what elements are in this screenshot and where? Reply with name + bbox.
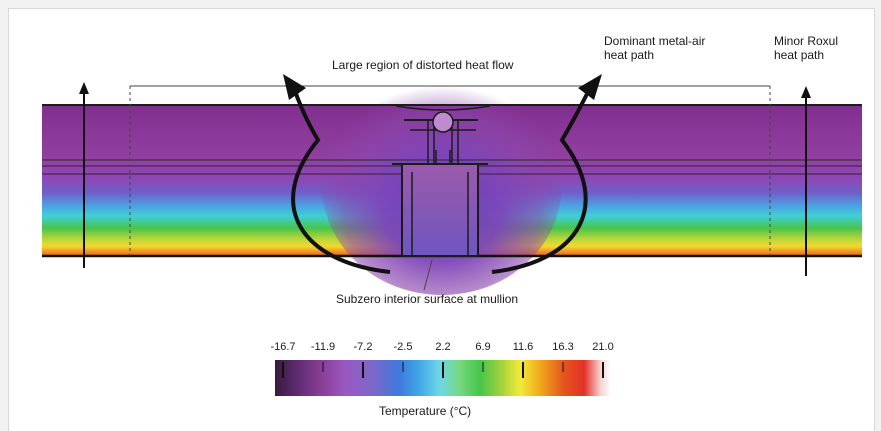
arrowhead-icon: [578, 74, 602, 100]
minor-path-label-2: heat path: [774, 48, 825, 62]
arrowhead-icon: [801, 86, 811, 98]
dominant-heat-arrow-left: [291, 87, 391, 274]
arrowhead-icon: [283, 74, 306, 100]
mullion-body: [401, 163, 479, 257]
cover-cap: [395, 105, 491, 111]
temperature-legend: [275, 360, 611, 396]
subzero-surface-label: Subzero interior surface at mullion: [336, 292, 519, 306]
legend-tick-marks: [282, 362, 604, 378]
legend-tick-label: -11.9: [310, 341, 336, 353]
mullion: [392, 105, 491, 257]
dominant-path-label-2: heat path: [604, 48, 655, 62]
legend-tick-label: 6.9: [475, 341, 491, 353]
distorted-region-label: Large region of distorted heat flow: [332, 58, 514, 72]
legend-tick-label: -7.2: [353, 341, 373, 353]
legend-tick-label: 11.6: [512, 341, 534, 353]
legend-tick-label: 21.0: [592, 341, 614, 353]
legend-tick-label: -16.7: [270, 341, 296, 353]
arrowhead-icon: [79, 82, 89, 94]
legend-tick-label: 16.3: [552, 341, 574, 353]
subzero-pointer-line: [423, 259, 433, 291]
heat-flow-arrows: [79, 74, 811, 276]
dominant-heat-arrow-right: [491, 87, 592, 274]
minor-path-label-1: Minor Roxul: [774, 34, 839, 48]
dominant-path-label-1: Dominant metal-air: [604, 34, 706, 48]
legend-tick-label: -2.5: [393, 341, 413, 353]
legend-title: Temperature (°C): [379, 404, 472, 418]
screw-head: [432, 111, 454, 133]
legend-tick-label: 2.2: [435, 341, 451, 353]
